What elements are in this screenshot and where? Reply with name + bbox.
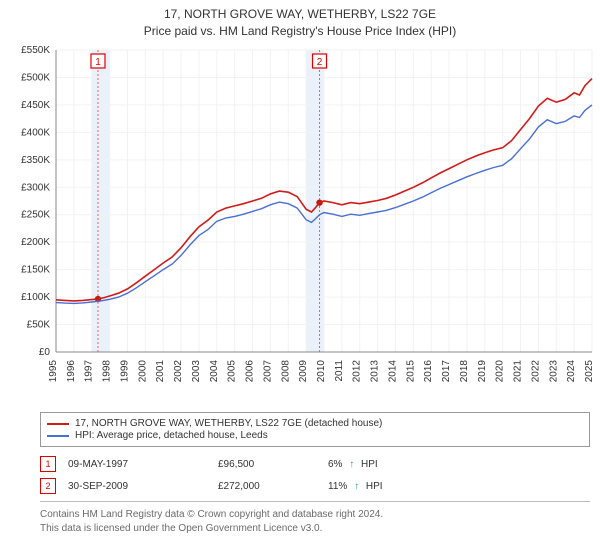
svg-text:£200K: £200K [21, 237, 50, 248]
arrow-up-icon: ↑ [349, 459, 354, 470]
svg-text:2: 2 [317, 57, 323, 68]
svg-text:2021: 2021 [513, 360, 524, 383]
licence-line1: Contains HM Land Registry data © Crown c… [40, 509, 383, 520]
svg-text:£150K: £150K [21, 265, 50, 276]
sale-date: 09-MAY-1997 [68, 459, 218, 470]
svg-text:2013: 2013 [370, 360, 381, 383]
svg-text:1995: 1995 [48, 360, 59, 383]
svg-text:1996: 1996 [66, 360, 77, 383]
svg-text:2017: 2017 [441, 360, 452, 383]
svg-text:2004: 2004 [209, 360, 220, 383]
legend-swatch [47, 435, 69, 437]
svg-text:2007: 2007 [262, 360, 273, 383]
svg-text:2001: 2001 [155, 360, 166, 383]
title-address: 17, NORTH GROVE WAY, WETHERBY, LS22 7GE [0, 6, 600, 23]
sale-delta: 11% ↑ HPI [328, 481, 458, 492]
sales-table: 1 09-MAY-1997£96,5006% ↑ HPI 2 30-SEP-2009£… [40, 453, 590, 497]
svg-text:£250K: £250K [21, 210, 50, 221]
svg-text:2008: 2008 [280, 360, 291, 383]
svg-text:2012: 2012 [352, 360, 363, 383]
svg-text:2015: 2015 [405, 360, 416, 383]
svg-text:2011: 2011 [334, 360, 345, 382]
sale-date: 30-SEP-2009 [68, 481, 218, 492]
svg-text:2005: 2005 [227, 360, 238, 383]
svg-text:2018: 2018 [459, 360, 470, 383]
sale-price: £96,500 [218, 459, 328, 470]
svg-text:2025: 2025 [584, 360, 595, 383]
legend-label: HPI: Average price, detached house, Leed… [75, 430, 268, 441]
svg-text:£300K: £300K [21, 182, 50, 193]
svg-text:£400K: £400K [21, 127, 50, 138]
title-block: 17, NORTH GROVE WAY, WETHERBY, LS22 7GE … [0, 0, 600, 40]
svg-text:2009: 2009 [298, 360, 309, 383]
svg-text:£450K: £450K [21, 100, 50, 111]
svg-text:£350K: £350K [21, 155, 50, 166]
svg-text:1998: 1998 [102, 360, 113, 383]
svg-text:2024: 2024 [566, 360, 577, 383]
svg-text:2023: 2023 [548, 360, 559, 383]
svg-text:£50K: £50K [27, 320, 51, 331]
svg-text:2020: 2020 [495, 360, 506, 383]
svg-text:1999: 1999 [119, 360, 130, 383]
svg-text:£100K: £100K [21, 292, 50, 303]
sale-marker: 1 [40, 456, 56, 472]
licence-line2: This data is licensed under the Open Gov… [40, 523, 322, 534]
svg-text:2022: 2022 [530, 360, 541, 383]
svg-text:2006: 2006 [245, 360, 256, 383]
svg-text:£550K: £550K [21, 45, 50, 56]
legend-item: 17, NORTH GROVE WAY, WETHERBY, LS22 7GE … [47, 418, 583, 429]
legend-item: HPI: Average price, detached house, Leed… [47, 430, 583, 441]
svg-text:2010: 2010 [316, 360, 327, 383]
legend: 17, NORTH GROVE WAY, WETHERBY, LS22 7GE … [40, 412, 590, 447]
footer: 17, NORTH GROVE WAY, WETHERBY, LS22 7GE … [40, 412, 590, 535]
svg-text:2019: 2019 [477, 360, 488, 383]
svg-text:2014: 2014 [387, 360, 398, 383]
sale-row: 1 09-MAY-1997£96,5006% ↑ HPI [40, 453, 590, 475]
sale-price: £272,000 [218, 481, 328, 492]
svg-text:2002: 2002 [173, 360, 184, 383]
svg-text:2000: 2000 [137, 360, 148, 383]
svg-text:2003: 2003 [191, 360, 202, 383]
svg-text:1997: 1997 [84, 360, 95, 383]
price-chart: £0 £50K £100K £150K £200K £250K £300K £350K £400… [0, 44, 600, 404]
svg-text:2016: 2016 [423, 360, 434, 383]
svg-text:£0: £0 [39, 347, 51, 358]
svg-text:1: 1 [95, 57, 101, 68]
sale-row: 2 30-SEP-2009£272,00011% ↑ HPI [40, 475, 590, 497]
sale-marker: 2 [40, 478, 56, 494]
divider [40, 501, 590, 502]
title-subtitle: Price paid vs. HM Land Registry's House … [0, 23, 600, 40]
arrow-up-icon: ↑ [354, 481, 359, 492]
svg-text:£500K: £500K [21, 72, 50, 83]
licence-text: Contains HM Land Registry data © Crown c… [40, 506, 590, 535]
sale-delta: 6% ↑ HPI [328, 459, 458, 470]
legend-label: 17, NORTH GROVE WAY, WETHERBY, LS22 7GE … [75, 418, 382, 429]
legend-swatch [47, 423, 69, 425]
